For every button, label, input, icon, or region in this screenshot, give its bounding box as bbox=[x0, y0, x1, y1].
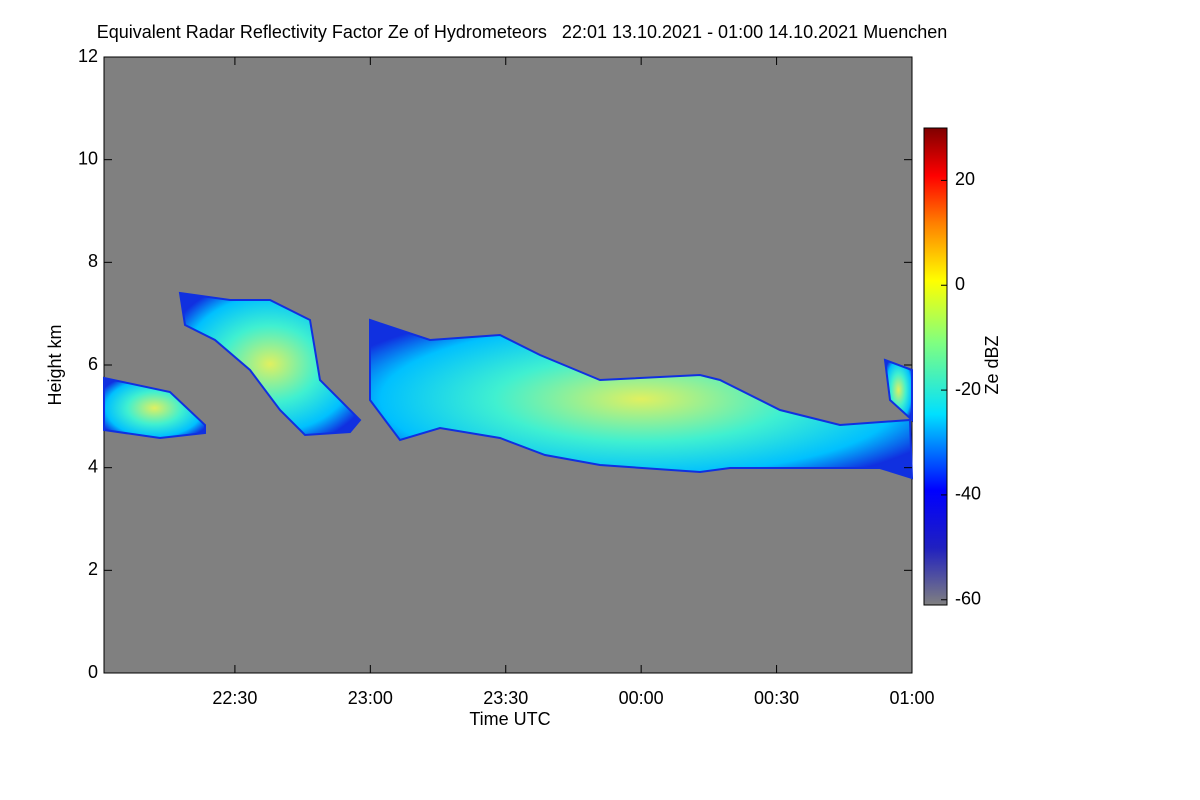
y-tick-label: 10 bbox=[78, 148, 98, 168]
x-tick-label: 23:00 bbox=[348, 688, 393, 708]
x-axis-label: Time UTC bbox=[469, 709, 550, 729]
y-tick-label: 12 bbox=[78, 46, 98, 66]
colorbar-tick-label: -60 bbox=[955, 589, 981, 609]
colorbar bbox=[923, 127, 948, 606]
y-axis-label: Height km bbox=[45, 324, 65, 405]
x-tick-label: 01:00 bbox=[889, 688, 934, 708]
echoes bbox=[103, 291, 914, 480]
x-tick-label: 00:00 bbox=[619, 688, 664, 708]
colorbar-label: Ze dBZ bbox=[982, 335, 1002, 394]
colorbar-tick-label: 20 bbox=[955, 169, 975, 189]
colorbar-tick-label: -20 bbox=[955, 379, 981, 399]
x-tick-label: 23:30 bbox=[483, 688, 528, 708]
chart-title: Equivalent Radar Reflectivity Factor Ze … bbox=[97, 22, 948, 42]
colorbar-tick-label: -40 bbox=[955, 484, 981, 504]
y-tick-label: 2 bbox=[88, 559, 98, 579]
y-tick-label: 0 bbox=[88, 662, 98, 682]
y-tick-label: 4 bbox=[88, 456, 98, 476]
colorbar-tick-label: 0 bbox=[955, 274, 965, 294]
x-tick-label: 00:30 bbox=[754, 688, 799, 708]
y-tick-label: 6 bbox=[88, 354, 98, 374]
y-tick-label: 8 bbox=[88, 251, 98, 271]
x-tick-label: 22:30 bbox=[212, 688, 257, 708]
